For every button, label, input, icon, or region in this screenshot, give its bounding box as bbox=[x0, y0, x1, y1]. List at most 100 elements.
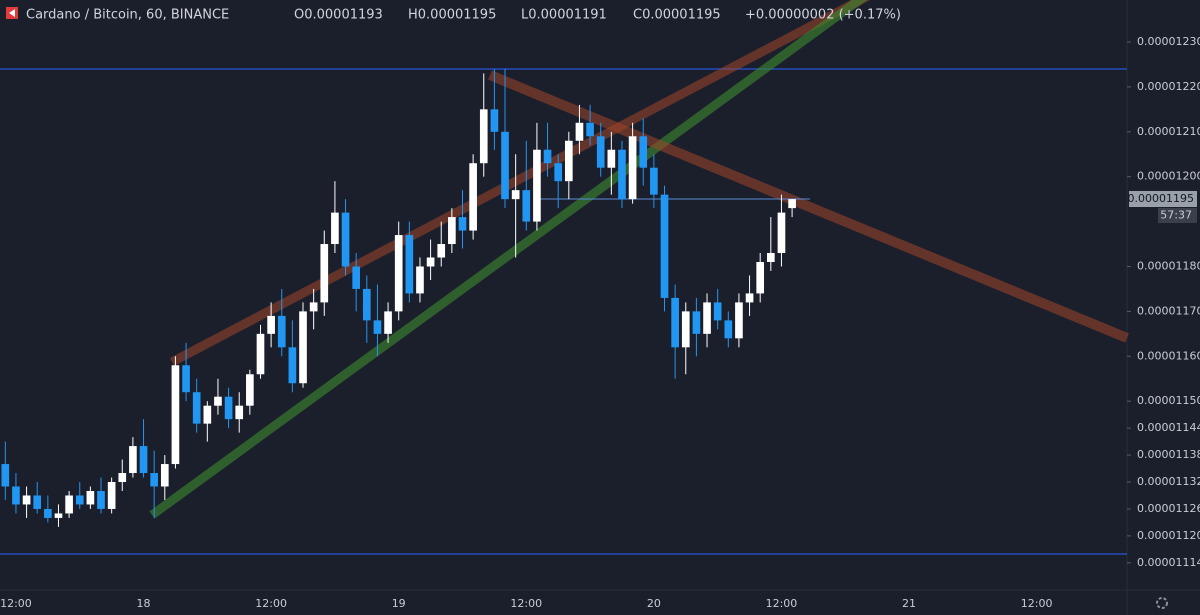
x-tick-label: 12:00 bbox=[0, 597, 32, 610]
y-tick-label: 0.00001120 bbox=[1137, 529, 1200, 542]
last-price-label: 0.00001195 bbox=[1128, 192, 1194, 205]
y-tick-label: 0.00001126 bbox=[1137, 502, 1200, 515]
candle-body bbox=[735, 302, 743, 339]
candle-body bbox=[224, 396, 233, 420]
ohlc-close: C0.00001195 bbox=[633, 8, 721, 23]
candle-body bbox=[373, 320, 382, 334]
candle-body bbox=[129, 446, 137, 474]
candle-body bbox=[586, 122, 594, 137]
countdown: 57:37 bbox=[1160, 209, 1192, 222]
candle-body bbox=[554, 163, 563, 182]
candle-body bbox=[192, 392, 201, 424]
ohlc-low: L0.00001191 bbox=[521, 8, 607, 23]
candle-body bbox=[703, 302, 711, 334]
x-tick-label: 12:00 bbox=[766, 597, 798, 610]
candle-body bbox=[320, 244, 329, 303]
candle-body bbox=[639, 136, 648, 168]
candle-body bbox=[511, 190, 520, 200]
trend-line-down bbox=[488, 70, 1129, 343]
countdown-tag bbox=[1158, 208, 1197, 223]
symbol-title: Cardano / Bitcoin, 60, BINANCE bbox=[26, 8, 229, 23]
candle-body bbox=[97, 490, 105, 509]
candle-body bbox=[543, 149, 552, 164]
candles bbox=[1, 68, 796, 527]
candle-body bbox=[416, 266, 424, 294]
candle-body bbox=[777, 212, 786, 254]
candle-body bbox=[118, 473, 127, 483]
candle-body bbox=[150, 473, 158, 487]
candle-body bbox=[564, 140, 573, 182]
candle-body bbox=[394, 235, 403, 312]
candle-body bbox=[448, 217, 456, 245]
candle-body bbox=[256, 333, 265, 375]
candle-body bbox=[405, 235, 414, 294]
trend-channel-upper bbox=[169, 0, 871, 366]
x-tick-label: 12:00 bbox=[1021, 597, 1053, 610]
y-tick-label: 0.00001230 bbox=[1137, 35, 1200, 48]
candle-body bbox=[618, 149, 626, 200]
candle-body bbox=[650, 167, 658, 195]
candle-body bbox=[44, 508, 52, 518]
candle-body bbox=[469, 163, 477, 231]
y-tick-label: 0.00001180 bbox=[1137, 259, 1200, 272]
candle-body bbox=[214, 396, 222, 406]
header: Cardano / Bitcoin, 60, BINANCE O0.000011… bbox=[6, 7, 901, 23]
candle-body bbox=[522, 190, 531, 222]
candle-body bbox=[788, 199, 796, 209]
last-price-tag bbox=[1129, 191, 1197, 207]
candle-body bbox=[65, 495, 73, 514]
candle-body bbox=[713, 302, 722, 321]
y-tick-label: 0.00001220 bbox=[1137, 80, 1200, 93]
x-tick-label: 19 bbox=[392, 597, 406, 610]
candle-body bbox=[331, 212, 339, 245]
ohlc-high: H0.00001195 bbox=[408, 8, 496, 23]
candle-body bbox=[458, 217, 467, 231]
y-tick-label: 0.00001132 bbox=[1137, 475, 1200, 488]
candle-body bbox=[437, 244, 446, 258]
candle-body bbox=[384, 311, 392, 334]
candle-body bbox=[33, 495, 42, 509]
candle-body bbox=[171, 365, 180, 465]
y-tick-label: 0.00001150 bbox=[1137, 394, 1200, 407]
candle-body bbox=[533, 149, 541, 222]
candle-body bbox=[235, 405, 244, 420]
y-tick-label: 0.00001160 bbox=[1137, 349, 1200, 362]
y-tick-label: 0.00001200 bbox=[1137, 170, 1200, 183]
candle-body bbox=[341, 212, 350, 267]
candle-body bbox=[756, 261, 765, 294]
candle-body bbox=[288, 347, 297, 384]
candle-body bbox=[426, 257, 435, 267]
candle-body bbox=[12, 486, 20, 505]
candle-body bbox=[745, 293, 754, 303]
settings-icon[interactable] bbox=[1156, 597, 1168, 609]
candle-body bbox=[607, 149, 616, 168]
candle-body bbox=[86, 490, 95, 505]
candle-body bbox=[139, 446, 148, 474]
candle-body bbox=[277, 315, 286, 348]
candle-body bbox=[671, 297, 679, 348]
y-tick-label: 0.00001144 bbox=[1137, 421, 1200, 434]
candle-body bbox=[309, 302, 318, 312]
y-tick-label: 0.00001114 bbox=[1137, 556, 1200, 569]
candle-body bbox=[660, 194, 669, 298]
y-tick-label: 0.00001138 bbox=[1137, 448, 1200, 461]
candle-body bbox=[596, 136, 605, 168]
ohlc-open: O0.00001193 bbox=[294, 8, 383, 23]
x-tick-label: 21 bbox=[902, 597, 916, 610]
x-tick-label: 12:00 bbox=[510, 597, 542, 610]
candle-body bbox=[681, 311, 690, 348]
candle-body bbox=[692, 311, 701, 334]
candle-body bbox=[299, 311, 307, 384]
candle-body bbox=[22, 495, 31, 505]
candle-body bbox=[352, 266, 361, 289]
x-tick-label: 12:00 bbox=[255, 597, 287, 610]
candle-body bbox=[267, 315, 275, 334]
candle-body bbox=[75, 495, 84, 505]
candle-body bbox=[490, 109, 499, 132]
y-tick-label: 0.00001210 bbox=[1137, 125, 1200, 138]
candle-body bbox=[766, 253, 775, 262]
axes: 0.00001230 0.00001220 0.00001210 0.00001200… bbox=[0, 35, 1200, 610]
symbol-icon-glyph bbox=[9, 9, 15, 17]
candle-body bbox=[362, 288, 371, 321]
